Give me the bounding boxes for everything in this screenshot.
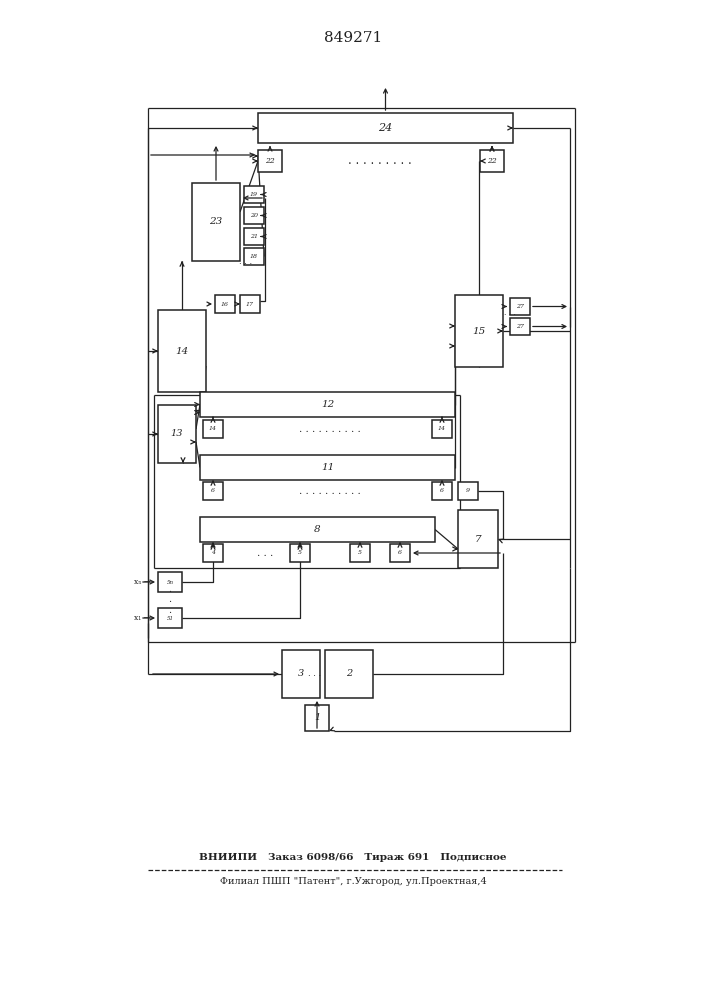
Text: 849271: 849271 <box>324 31 382 45</box>
Text: 16: 16 <box>221 302 229 306</box>
Text: ВНИИПИ   Заказ 6098/66   Тираж 691   Подписное: ВНИИПИ Заказ 6098/66 Тираж 691 Подписное <box>199 854 507 862</box>
Bar <box>200 392 455 417</box>
Bar <box>480 150 504 172</box>
Text: 17: 17 <box>246 302 254 306</box>
Text: 12: 12 <box>321 400 334 409</box>
Text: 5: 5 <box>358 550 362 556</box>
Text: .
.
.: . . . <box>168 585 172 615</box>
Bar <box>390 544 410 562</box>
Text: 51: 51 <box>167 615 173 620</box>
Bar <box>258 150 282 172</box>
Text: 20: 20 <box>250 213 258 218</box>
Text: 22: 22 <box>487 157 497 165</box>
Text: . . . . . . . . . .: . . . . . . . . . . <box>299 424 361 434</box>
Text: 2: 2 <box>346 670 352 678</box>
Bar <box>458 482 478 500</box>
Bar <box>200 455 455 480</box>
Bar <box>192 183 240 261</box>
Text: 19: 19 <box>250 192 258 197</box>
Text: 14: 14 <box>438 426 446 432</box>
Bar <box>203 482 223 500</box>
Bar <box>158 608 182 628</box>
Text: 4: 4 <box>211 550 215 556</box>
Text: . . .: . . . <box>240 258 252 266</box>
Bar <box>350 544 370 562</box>
Bar <box>200 517 435 542</box>
Text: 22: 22 <box>265 157 275 165</box>
Text: x₁ →: x₁ → <box>134 614 150 622</box>
Text: 1: 1 <box>314 714 320 722</box>
Text: 18: 18 <box>250 254 258 259</box>
Text: 21: 21 <box>250 234 258 239</box>
Bar <box>258 113 513 143</box>
Bar <box>203 544 223 562</box>
Bar <box>158 572 182 592</box>
Bar <box>432 420 452 438</box>
Bar <box>325 650 373 698</box>
Bar <box>244 248 264 265</box>
Text: 8: 8 <box>314 525 321 534</box>
Bar <box>432 482 452 500</box>
Bar <box>290 544 310 562</box>
Bar <box>158 310 206 392</box>
Text: . . . . . . . . . .: . . . . . . . . . . <box>299 487 361 495</box>
Bar <box>215 295 235 313</box>
Text: 14: 14 <box>209 426 217 432</box>
Text: 13: 13 <box>171 430 183 438</box>
Text: 23: 23 <box>209 218 223 227</box>
Text: xₙ →: xₙ → <box>134 578 150 586</box>
Text: 27: 27 <box>516 304 524 309</box>
Text: 7: 7 <box>474 534 481 544</box>
Bar <box>240 295 260 313</box>
Text: 6: 6 <box>440 488 444 493</box>
Text: 6: 6 <box>211 488 215 493</box>
Bar <box>158 405 196 463</box>
Text: 14: 14 <box>175 347 189 356</box>
Text: 5: 5 <box>298 550 302 556</box>
Bar <box>282 650 320 698</box>
Bar <box>244 186 264 203</box>
Text: . . . . . . . . .: . . . . . . . . . <box>348 154 412 167</box>
Text: 11: 11 <box>321 463 334 472</box>
Text: 6: 6 <box>398 550 402 556</box>
Text: . . .: . . . <box>257 548 273 558</box>
Bar <box>510 318 530 335</box>
Bar <box>203 420 223 438</box>
Bar <box>244 207 264 224</box>
Text: . . .: . . . <box>308 670 322 678</box>
Text: 5n: 5n <box>167 580 173 584</box>
Text: 24: 24 <box>378 123 392 133</box>
Text: 3: 3 <box>298 670 304 678</box>
Bar <box>510 298 530 315</box>
Bar <box>244 228 264 245</box>
Bar <box>455 295 503 367</box>
Text: 27: 27 <box>516 324 524 329</box>
Text: . . .: . . . <box>504 309 516 317</box>
Text: 15: 15 <box>472 326 486 336</box>
Text: Филиал ПШП "Патент", г.Ужгород, ул.Проектная,4: Филиал ПШП "Патент", г.Ужгород, ул.Проек… <box>220 878 486 886</box>
Bar <box>458 510 498 568</box>
Bar <box>305 705 329 731</box>
Text: 9: 9 <box>466 488 470 493</box>
